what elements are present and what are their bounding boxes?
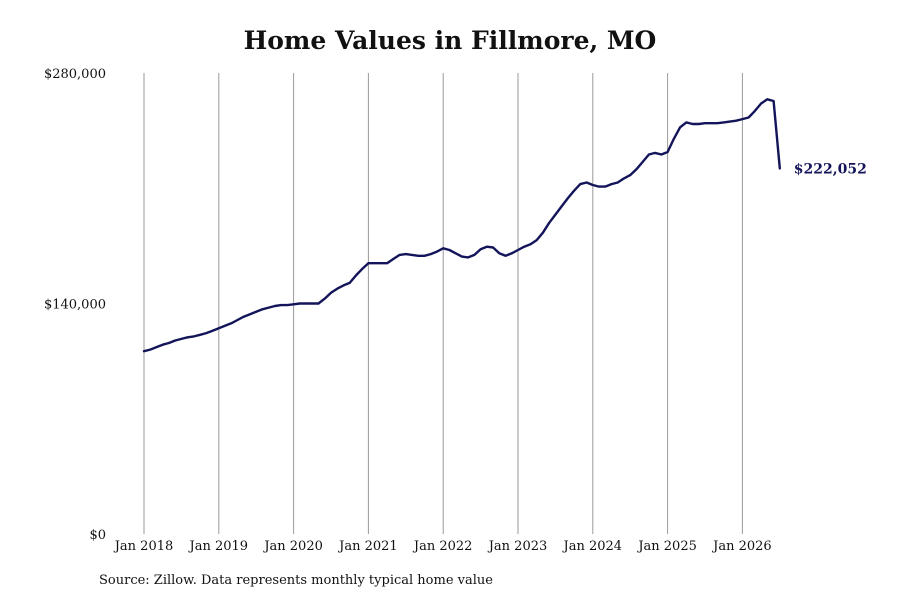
- x-tick-label: Jan 2021: [337, 539, 398, 554]
- series-line: [142, 98, 781, 353]
- x-axis: Jan 2018 Jan 2019 Jan 2020 Jan 2021 Jan 2022…: [113, 539, 772, 554]
- y-tick-label: $0: [89, 528, 106, 543]
- x-tick-label: Jan 2023: [487, 539, 548, 554]
- x-tick-label: Jan 2020: [262, 539, 323, 554]
- series-layer: [142, 98, 781, 353]
- x-tick-label: Jan 2025: [636, 539, 697, 554]
- end-label-layer: $222,052: [794, 161, 867, 177]
- source-note: Source: Zillow. Data represents monthly …: [99, 573, 493, 588]
- x-tick-label: Jan 2022: [412, 539, 473, 554]
- x-tick-label: Jan 2026: [711, 539, 772, 554]
- y-tick-label: $280,000: [44, 67, 106, 82]
- gridlines: [143, 73, 743, 534]
- y-axis: $0 $140,000 $280,000: [44, 67, 106, 543]
- y-tick-label: $140,000: [44, 298, 106, 313]
- chart-title: Home Values in Fillmore, MO: [243, 26, 657, 55]
- x-tick-label: Jan 2018: [113, 539, 174, 554]
- end-value-label: $222,052: [794, 161, 867, 177]
- x-tick-label: Jan 2024: [562, 539, 623, 554]
- x-tick-label: Jan 2019: [188, 539, 249, 554]
